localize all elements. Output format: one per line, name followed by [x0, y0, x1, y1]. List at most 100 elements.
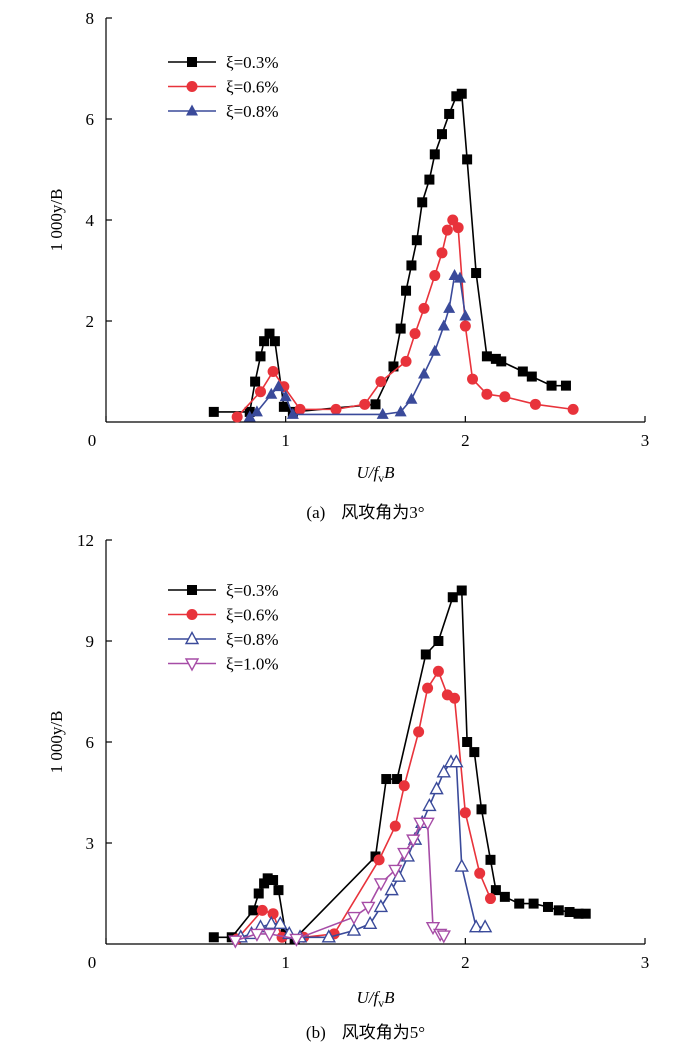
- y-tick-label: 3: [86, 834, 95, 853]
- data-point: [231, 411, 243, 423]
- series-1: [208, 88, 571, 417]
- data-point: [286, 407, 299, 419]
- data-point: [401, 285, 412, 296]
- x-tick-label: 3: [641, 431, 650, 450]
- x-axis-label-main: U/f: [356, 463, 380, 482]
- data-point: [456, 88, 467, 99]
- x-tick-label: 2: [461, 431, 470, 450]
- data-point: [429, 270, 441, 282]
- data-point: [279, 390, 292, 402]
- data-point: [514, 898, 525, 909]
- data-point: [433, 636, 444, 646]
- legend-marker: [186, 104, 198, 116]
- data-point: [459, 309, 472, 321]
- data-point: [481, 351, 492, 362]
- data-point: [467, 373, 479, 385]
- data-point: [529, 398, 541, 410]
- data-point: [267, 366, 279, 377]
- data-point: [373, 878, 389, 892]
- series-2: [231, 214, 579, 423]
- data-point: [456, 585, 467, 596]
- data-point: [447, 592, 458, 603]
- data-point: [395, 323, 406, 334]
- data-point: [406, 260, 417, 271]
- series-line: [236, 218, 574, 418]
- data-point: [268, 875, 279, 886]
- x-axis-label-main: U/f: [356, 988, 380, 1007]
- data-point: [449, 692, 461, 704]
- legend-marker: [186, 609, 198, 620]
- data-point: [417, 197, 428, 208]
- x-axis-label-tail: B: [384, 988, 395, 1007]
- data-point: [477, 919, 493, 933]
- data-point: [278, 401, 289, 412]
- data-point: [376, 407, 389, 419]
- data-point: [294, 403, 306, 415]
- data-point: [459, 807, 471, 819]
- x-tick-label: 3: [641, 953, 650, 972]
- data-point: [447, 214, 459, 226]
- data-point: [436, 930, 451, 944]
- data-point: [499, 891, 510, 902]
- x-tick-label: 0: [88, 431, 97, 450]
- data-point: [273, 885, 284, 896]
- data-point: [485, 854, 496, 865]
- y-tick-label: 12: [77, 531, 94, 550]
- legend-label: ξ=0.8%: [226, 630, 279, 649]
- data-point: [476, 804, 487, 815]
- data-point: [243, 410, 256, 422]
- legend-item: ξ=1.0%: [168, 655, 279, 674]
- data-point: [267, 908, 279, 920]
- data-point: [429, 781, 444, 795]
- data-point: [394, 405, 407, 417]
- data-point: [250, 405, 263, 417]
- legend-label: ξ=0.6%: [226, 78, 279, 97]
- data-point: [388, 864, 403, 878]
- data-point: [526, 371, 537, 382]
- data-point: [437, 319, 450, 331]
- data-point: [248, 905, 259, 916]
- data-point: [273, 915, 288, 929]
- data-point: [269, 336, 280, 347]
- data-point: [418, 367, 431, 379]
- legend-item: ξ=0.6%: [168, 606, 279, 625]
- series-4: [228, 817, 451, 949]
- y-tick-label: 9: [86, 632, 95, 651]
- x-axis-label-sub: v: [378, 471, 384, 485]
- x-axis-label: U/fvB: [356, 988, 395, 1010]
- data-point: [208, 932, 219, 943]
- x-tick-label: 0: [88, 953, 97, 972]
- data-point: [262, 928, 277, 942]
- data-point: [321, 929, 336, 943]
- data-point: [208, 406, 219, 417]
- data-point: [330, 403, 342, 415]
- data-point: [469, 747, 480, 758]
- data-point: [255, 386, 267, 398]
- legend-marker: [187, 57, 197, 67]
- legend-item: ξ=0.8%: [168, 630, 279, 649]
- data-point: [436, 247, 448, 259]
- data-point: [517, 366, 528, 377]
- data-point: [451, 91, 462, 102]
- y-tick-label: 2: [86, 312, 95, 331]
- x-tick-label: 1: [281, 953, 290, 972]
- data-point: [265, 387, 278, 399]
- data-point: [454, 858, 469, 872]
- data-point: [422, 682, 434, 694]
- y-tick-label: 6: [86, 733, 95, 752]
- legend-item: ξ=0.6%: [168, 78, 279, 97]
- data-point: [392, 774, 403, 785]
- legend-marker: [184, 658, 200, 672]
- data-point: [228, 935, 243, 949]
- data-point: [384, 882, 399, 896]
- data-point: [441, 224, 453, 236]
- data-point: [420, 649, 431, 660]
- y-tick-label: 8: [86, 9, 95, 28]
- data-point: [453, 271, 466, 283]
- x-axis-label: U/fvB: [356, 463, 395, 485]
- data-point: [499, 391, 511, 403]
- data-point: [459, 320, 471, 332]
- data-point: [573, 908, 584, 919]
- data-point: [580, 908, 591, 919]
